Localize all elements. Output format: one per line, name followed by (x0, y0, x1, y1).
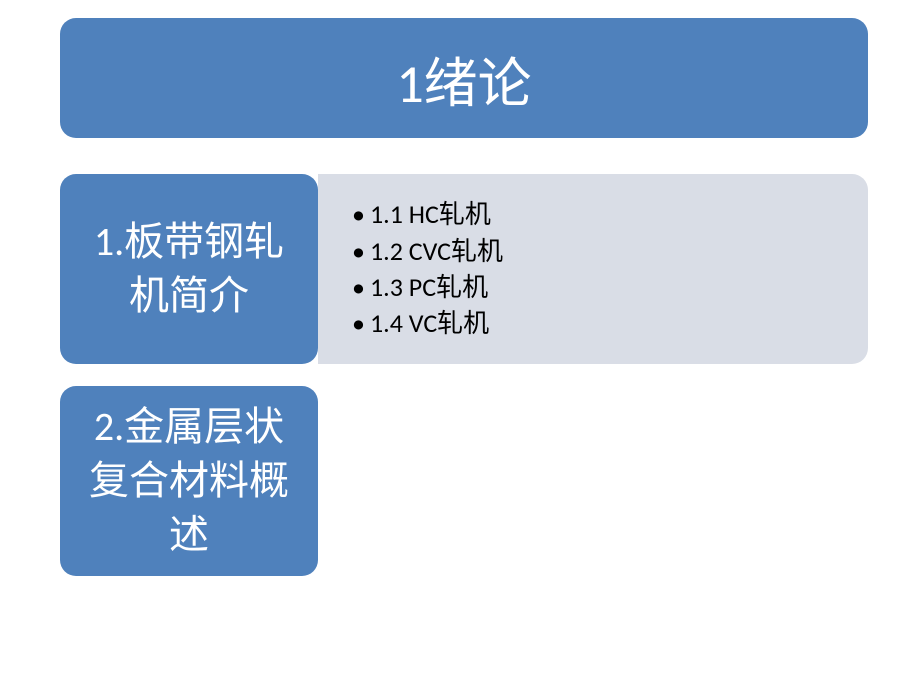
section-1-list: 1.1 HC轧机 1.2 CVC轧机 1.3 PC轧机 1.4 VC轧机 (346, 196, 844, 342)
list-item: 1.3 PC轧机 (352, 269, 844, 305)
section-1-list-panel: 1.1 HC轧机 1.2 CVC轧机 1.3 PC轧机 1.4 VC轧机 (318, 174, 868, 364)
list-item: 1.2 CVC轧机 (352, 233, 844, 269)
list-item: 1.1 HC轧机 (352, 196, 844, 232)
section-row-2: 2.金属层状复合材料概述 (60, 386, 318, 576)
section-row-1: 1.板带钢轧机简介 1.1 HC轧机 1.2 CVC轧机 1.3 PC轧机 1.… (60, 174, 868, 364)
list-item: 1.4 VC轧机 (352, 305, 844, 341)
chapter-title: 1绪论 (60, 18, 868, 138)
section-box-2: 2.金属层状复合材料概述 (60, 386, 318, 576)
section-box-1: 1.板带钢轧机简介 (60, 174, 318, 364)
